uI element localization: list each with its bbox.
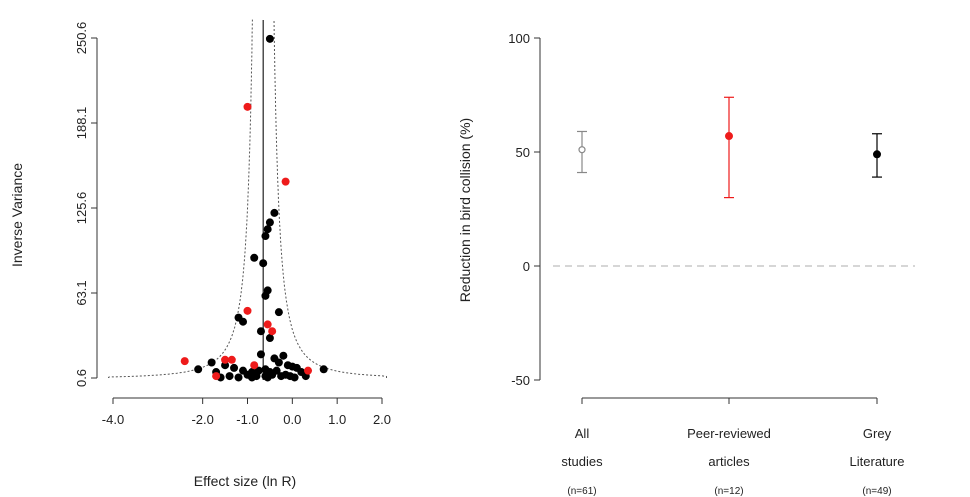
reduction-marks xyxy=(553,96,915,267)
funnel-point-red xyxy=(281,177,290,186)
funnel-y-tick-label: 125.6 xyxy=(74,192,89,225)
funnel-point-black xyxy=(230,363,239,372)
funnel-point-black xyxy=(279,351,288,360)
category-label: Peer-reviewed xyxy=(687,426,771,441)
mean-marker xyxy=(873,150,881,159)
reduction-y-tick-label: -50 xyxy=(511,373,530,388)
funnel-point-black xyxy=(239,317,248,326)
funnel-point-black xyxy=(274,308,283,317)
funnel-x-axis: -4.0 -2.0 -1.0 0.0 1.0 2.0 xyxy=(102,397,391,427)
reduction-y-tick-label: 100 xyxy=(508,31,530,46)
category-label: Grey xyxy=(863,426,892,441)
funnel-y-tick-label: 63.1 xyxy=(74,280,89,305)
funnel-point-red xyxy=(250,361,259,370)
funnel-point-black xyxy=(194,365,203,374)
funnel-points xyxy=(180,34,328,382)
funnel-point-red xyxy=(212,372,221,381)
funnel-point-black xyxy=(265,218,274,227)
category-label: Literature xyxy=(850,454,905,469)
funnel-point-black xyxy=(319,365,328,374)
sample-size-label: (n=61) xyxy=(567,486,596,497)
funnel-point-black xyxy=(263,225,272,234)
funnel-point-red xyxy=(227,355,236,364)
funnel-point-black xyxy=(268,370,277,379)
funnel-x-tick-label: 1.0 xyxy=(328,412,346,427)
funnel-point-black xyxy=(281,370,290,379)
funnel-point-black xyxy=(243,370,252,379)
funnel-point-black xyxy=(265,34,274,43)
funnel-point-black xyxy=(250,253,259,262)
funnel-point-black xyxy=(270,208,279,217)
funnel-x-tick-label: -2.0 xyxy=(191,412,213,427)
funnel-point-black xyxy=(256,327,265,336)
funnel-point-black xyxy=(207,358,216,367)
funnel-point-red xyxy=(221,355,230,364)
funnel-x-tick-label: -4.0 xyxy=(102,412,124,427)
funnel-point-black xyxy=(252,372,261,381)
funnel-point-black xyxy=(274,358,283,367)
funnel-x-tick-label: -1.0 xyxy=(236,412,258,427)
reduction-y-axis: -50 0 50 100 xyxy=(508,31,541,388)
reduction-y-tick-label: 0 xyxy=(523,259,530,274)
funnel-x-tick-label: 2.0 xyxy=(373,412,391,427)
reduction-x-axis: All studies (n=61) Peer-reviewed articles (n=… xyxy=(561,397,905,497)
category-label: All xyxy=(575,426,590,441)
reduction-y-axis-title: Reduction in bird collision (%) xyxy=(457,118,473,302)
reduction-plot: -50 0 50 100 All studies (n=61) Peer-reviewed a… xyxy=(457,31,915,497)
funnel-x-tick-label: 0.0 xyxy=(283,412,301,427)
mean-marker xyxy=(725,132,733,141)
category-label: studies xyxy=(561,454,603,469)
funnel-y-axis: 0.6 63.1 125.6 188.1 250.6 xyxy=(74,22,98,387)
funnel-point-red xyxy=(243,306,252,315)
sample-size-label: (n=12) xyxy=(714,486,743,497)
funnel-point-red xyxy=(180,357,189,366)
funnel-right-boundary xyxy=(273,19,387,378)
funnel-point-black xyxy=(256,350,265,359)
funnel-left-boundary xyxy=(108,19,253,378)
funnel-y-tick-label: 250.6 xyxy=(74,22,89,55)
mean-marker xyxy=(578,146,586,154)
funnel-y-axis-title: Inverse Variance xyxy=(9,163,25,267)
reduction-y-tick-label: 50 xyxy=(516,145,530,160)
funnel-point-black xyxy=(265,334,274,343)
funnel-point-red xyxy=(268,327,277,336)
funnel-point-black xyxy=(290,373,299,382)
funnel-point-red xyxy=(263,320,272,329)
funnel-plot: 0.6 63.1 125.6 188.1 250.6 -4.0 -2.0 -1.0 0.0 1.… xyxy=(9,19,391,489)
category-label: articles xyxy=(708,454,750,469)
funnel-point-black xyxy=(234,373,243,382)
funnel-point-black xyxy=(259,259,268,268)
funnel-point-black xyxy=(261,291,270,300)
funnel-y-tick-label: 0.6 xyxy=(74,369,89,387)
funnel-point-black xyxy=(261,232,270,241)
sample-size-label: (n=49) xyxy=(862,486,891,497)
funnel-x-axis-title: Effect size (ln R) xyxy=(194,473,296,489)
funnel-point-red xyxy=(304,366,313,375)
funnel-point-black xyxy=(225,372,234,381)
funnel-lines xyxy=(108,19,387,380)
funnel-point-red xyxy=(243,102,252,111)
funnel-y-tick-label: 188.1 xyxy=(74,107,89,140)
